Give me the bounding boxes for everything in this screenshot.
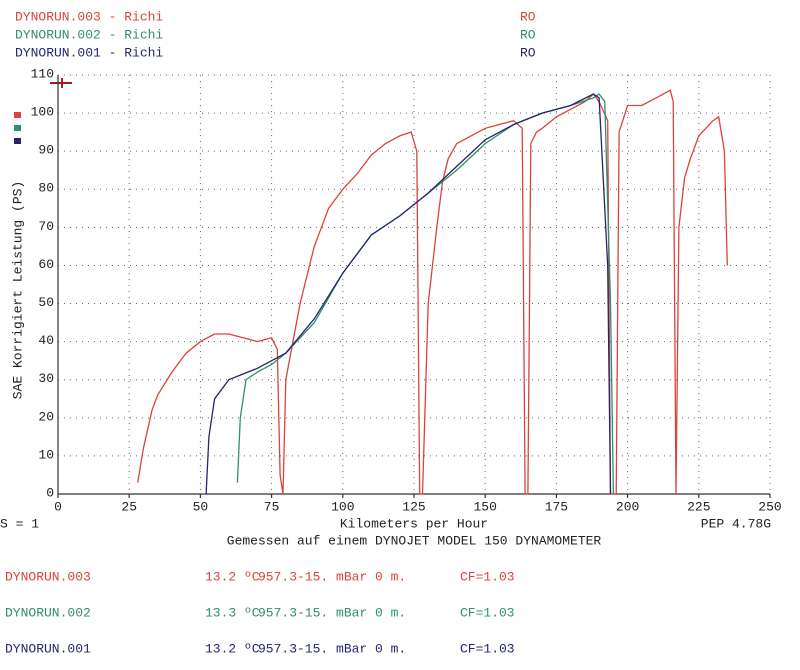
table-cell: 0 m.: [375, 605, 406, 620]
y-tick-label: 100: [31, 105, 54, 120]
version: PEP 4.78G: [701, 516, 771, 531]
legend-tag: RO: [520, 27, 536, 42]
table-cell: 957.3-15. mBar: [258, 569, 367, 584]
table-cell: 957.3-15. mBar: [258, 605, 367, 620]
table-cell: 13.2 ºC: [205, 569, 260, 584]
legend-swatch: [14, 112, 21, 118]
legend-label: DYNORUN.001 - Richi: [15, 45, 163, 60]
table-cell: 13.2 ºC: [205, 641, 260, 656]
x-tick-label: 150: [473, 499, 496, 514]
x-tick-label: 175: [545, 499, 568, 514]
table-cell: 957.3-15. mBar: [258, 641, 367, 656]
y-tick-label: 10: [38, 447, 54, 462]
x-tick-label: 200: [616, 499, 639, 514]
table-cell: 0 m.: [375, 641, 406, 656]
table-cell: CF=1.03: [460, 605, 515, 620]
x-tick-label: 75: [264, 499, 280, 514]
legend-tag: RO: [520, 9, 536, 24]
table-cell: DYNORUN.003: [5, 569, 91, 584]
table-cell: CF=1.03: [460, 641, 515, 656]
x-tick-label: 25: [121, 499, 137, 514]
table-cell: DYNORUN.002: [5, 605, 91, 620]
series-line: [137, 89, 728, 495]
y-axis-label: SAE Korrigiert Leistung (PS): [10, 181, 25, 399]
x-tick-label: 0: [54, 499, 62, 514]
table-cell: DYNORUN.001: [5, 641, 91, 656]
legend-tag: RO: [520, 45, 536, 60]
legend-swatch: [14, 125, 21, 131]
y-tick-label: 110: [31, 66, 54, 81]
y-tick-label: 70: [38, 219, 54, 234]
x-tick-label: 250: [758, 499, 781, 514]
table-cell: 13.3 ºC: [205, 605, 260, 620]
scale-note: S = 1: [0, 516, 39, 531]
x-tick-label: 100: [331, 499, 354, 514]
legend-label: DYNORUN.003 - Richi: [15, 9, 163, 24]
y-tick-label: 40: [38, 333, 54, 348]
legend-label: DYNORUN.002 - Richi: [15, 27, 163, 42]
x-tick-label: 50: [193, 499, 209, 514]
x-axis-label: Kilometers per Hour: [340, 516, 488, 531]
legend-swatch: [14, 138, 21, 144]
table-cell: 0 m.: [375, 569, 406, 584]
table-cell: CF=1.03: [460, 569, 515, 584]
y-tick-label: 20: [38, 409, 54, 424]
footer: Gemessen auf einem DYNOJET MODEL 150 DYN…: [227, 533, 602, 548]
y-tick-label: 90: [38, 143, 54, 158]
y-tick-label: 80: [38, 181, 54, 196]
y-tick-label: 50: [38, 295, 54, 310]
series-line: [236, 93, 615, 495]
y-tick-label: 30: [38, 371, 54, 386]
x-tick-label: 225: [687, 499, 710, 514]
y-tick-label: 60: [38, 257, 54, 272]
series-line: [205, 93, 612, 495]
y-tick-label: 0: [46, 485, 54, 500]
x-tick-label: 125: [402, 499, 425, 514]
